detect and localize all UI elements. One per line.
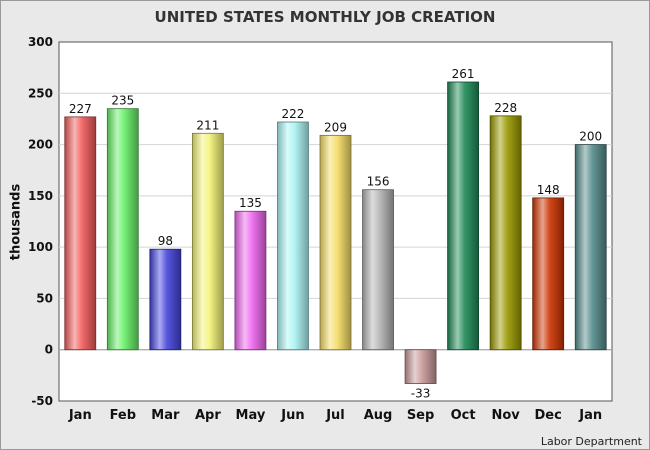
bar-feb-1 [106,108,139,351]
data-label: 235 [111,94,134,108]
x-tick-label: Apr [195,408,221,423]
data-label: 209 [324,120,347,134]
data-label: 222 [282,107,305,121]
x-tick-label: Aug [364,408,393,423]
y-tick-label: 50 [36,291,53,305]
data-label: 98 [158,234,173,248]
bar-may-4 [234,210,267,351]
bar-nov-10 [489,115,522,351]
y-tick-label: -50 [31,394,53,408]
x-tick-label: Dec [535,408,562,423]
x-tick-label: Sep [407,408,435,423]
y-tick-label: 200 [28,138,53,152]
bar-aug-7 [362,189,394,351]
data-label: 211 [196,118,219,132]
data-label: 200 [579,130,602,144]
data-label: 156 [367,175,390,189]
x-tick-label: Oct [451,408,476,423]
bar-sep-8 [404,349,437,384]
bar-oct-9 [447,81,480,351]
data-label: 135 [239,196,262,210]
x-tick-label: May [236,408,266,423]
y-tick-label: 0 [45,343,53,357]
x-tick-label: Feb [110,408,136,423]
data-label: 148 [537,183,560,197]
x-tick-label: Jan [578,408,602,423]
y-tick-label: 150 [28,189,53,203]
chart-title: UNITED STATES MONTHLY JOB CREATION [154,8,496,26]
bar-jan-0 [64,116,97,351]
bar-mar-2 [149,248,182,351]
bar-jun-5 [277,121,309,351]
data-label: 227 [69,102,92,116]
x-tick-label: Mar [151,408,180,423]
bar-apr-3 [191,132,224,351]
x-tick-label: Jul [325,408,345,423]
y-tick-label: 100 [28,240,53,254]
y-tick-label: 250 [28,86,53,100]
bar-jan-12 [574,144,607,351]
data-label: 261 [452,67,475,81]
source-label: Labor Department [540,435,642,448]
x-tick-label: Jun [280,408,304,423]
data-label: 228 [494,101,517,115]
bar-dec-11 [532,197,565,351]
x-tick-label: Jan [68,408,92,423]
y-tick-label: 300 [28,35,53,49]
x-tick-label: Nov [492,408,521,423]
bar-jul-6 [319,134,352,351]
data-label: -33 [411,387,431,401]
